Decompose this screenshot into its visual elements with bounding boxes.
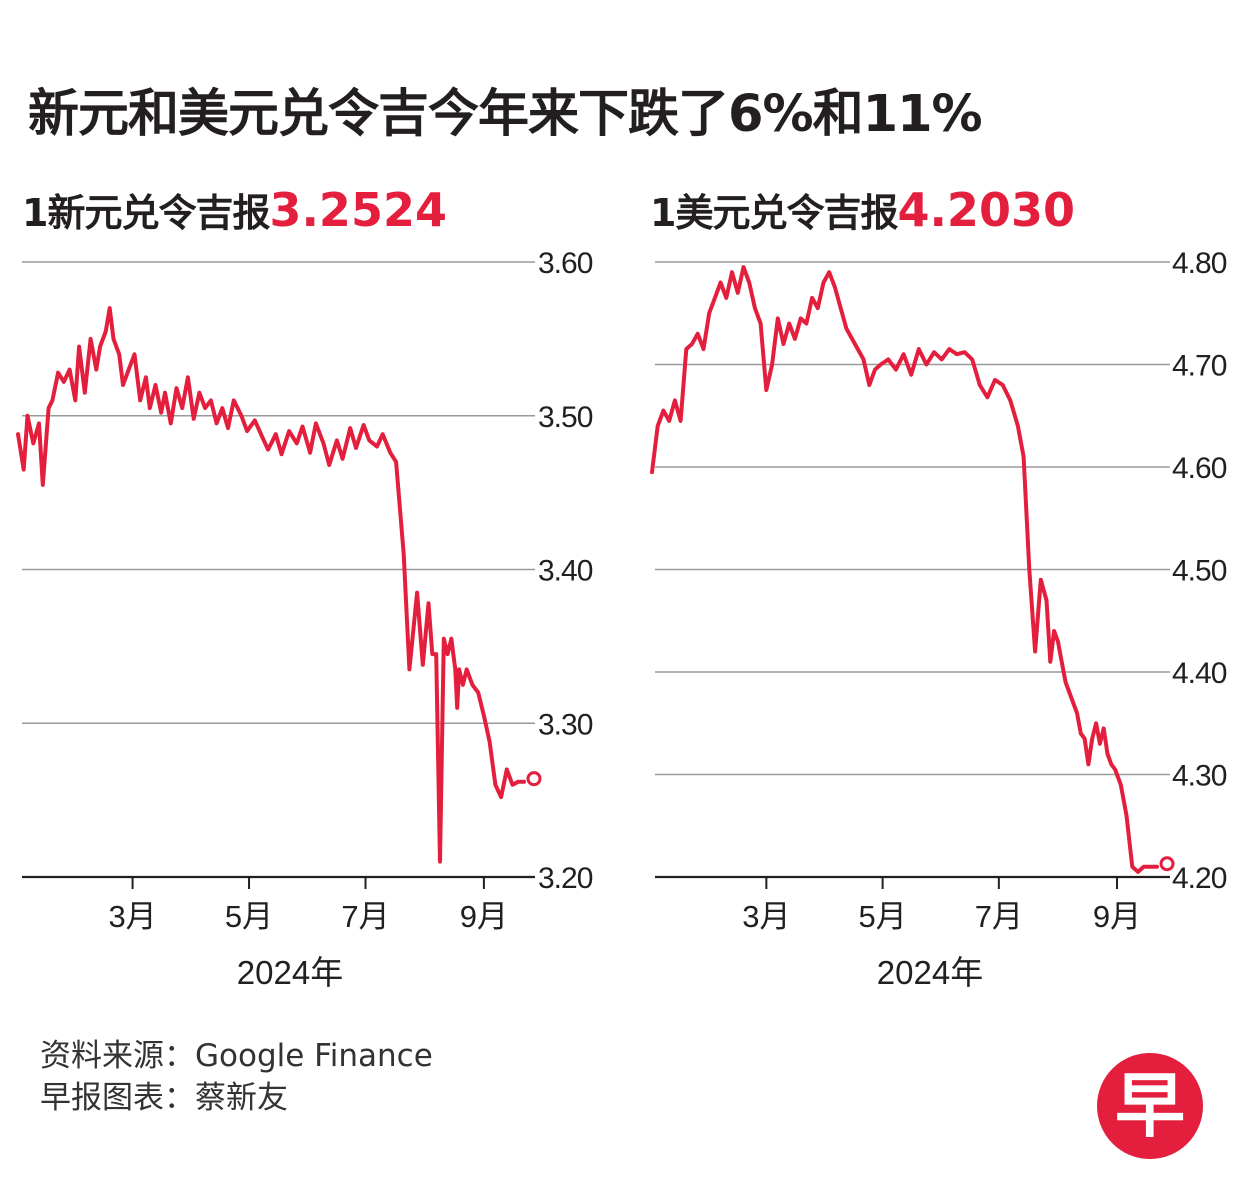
- series-line: [16, 306, 526, 864]
- usd-myr-subtitle-prefix: 1美元兑令吉报: [650, 191, 898, 235]
- y-tick-label: 3.30: [538, 708, 593, 741]
- x-tick-label: 7月: [975, 899, 1023, 934]
- sgd-myr-line-chart: 3.20 3.30 3.40 3.50 3.60 3月 5月 7月 9月 2024年: [16, 247, 594, 991]
- x-tick-label: 9月: [460, 899, 508, 934]
- zaobao-logo: 早: [1097, 1053, 1203, 1159]
- y-tick-label: 3.50: [538, 401, 593, 434]
- y-tick-label: 4.20: [1172, 862, 1227, 895]
- graphic-credit-note: 早报图表：蔡新友: [40, 1080, 288, 1116]
- zaobao-logo-glyph: 早: [1115, 1065, 1185, 1147]
- latest-point-marker: [526, 771, 542, 787]
- x-axis-title: 2024年: [237, 954, 343, 991]
- x-tick-label: 3月: [742, 899, 790, 934]
- y-tick-label: 3.20: [538, 862, 593, 895]
- y-tick-label: 4.80: [1172, 247, 1227, 280]
- x-tick-label: 5月: [225, 899, 273, 934]
- usd-myr-line-chart: 4.20 4.30 4.40 4.50 4.60 4.70 4.80 3月 5月 7月 9月 2024…: [650, 247, 1228, 991]
- y-tick-label: 4.50: [1172, 555, 1227, 588]
- latest-point-marker: [1159, 856, 1175, 872]
- x-tick-label: 9月: [1093, 899, 1141, 934]
- sgd-myr-subtitle: 1新元兑令吉报3.2524: [22, 182, 447, 237]
- data-source-note: 资料来源：Google Finance: [40, 1038, 433, 1074]
- y-tick-label: 3.40: [538, 555, 593, 588]
- y-tick-label: 3.60: [538, 247, 593, 280]
- y-tick-label: 4.70: [1172, 350, 1227, 383]
- usd-myr-subtitle: 1美元兑令吉报4.2030: [650, 182, 1075, 237]
- series-line: [650, 265, 1159, 874]
- x-axis-title: 2024年: [877, 954, 983, 991]
- y-tick-label: 4.40: [1172, 657, 1227, 690]
- x-tick-label: 5月: [858, 899, 906, 934]
- y-tick-label: 4.30: [1172, 760, 1227, 793]
- y-tick-label: 4.60: [1172, 452, 1227, 485]
- x-tick-label: 3月: [108, 899, 156, 934]
- x-tick-label: 7月: [341, 899, 389, 934]
- infographic-title: 新元和美元兑令吉今年来下跌了6%和11%: [28, 85, 983, 144]
- sgd-myr-latest-value: 3.2524: [269, 183, 447, 237]
- usd-myr-latest-value: 4.2030: [897, 183, 1075, 237]
- sgd-myr-subtitle-prefix: 1新元兑令吉报: [22, 191, 270, 235]
